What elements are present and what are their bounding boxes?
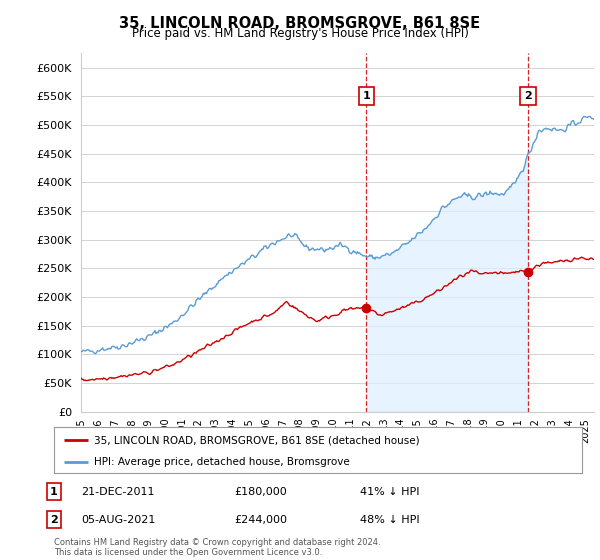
- Text: 35, LINCOLN ROAD, BROMSGROVE, B61 8SE (detached house): 35, LINCOLN ROAD, BROMSGROVE, B61 8SE (d…: [94, 435, 419, 445]
- Text: 21-DEC-2011: 21-DEC-2011: [81, 487, 155, 497]
- Text: 1: 1: [362, 91, 370, 101]
- Text: 48% ↓ HPI: 48% ↓ HPI: [360, 515, 419, 525]
- Text: 35, LINCOLN ROAD, BROMSGROVE, B61 8SE: 35, LINCOLN ROAD, BROMSGROVE, B61 8SE: [119, 16, 481, 31]
- Text: Contains HM Land Registry data © Crown copyright and database right 2024.
This d: Contains HM Land Registry data © Crown c…: [54, 538, 380, 557]
- Text: £180,000: £180,000: [234, 487, 287, 497]
- Text: 1: 1: [50, 487, 58, 497]
- Text: HPI: Average price, detached house, Bromsgrove: HPI: Average price, detached house, Brom…: [94, 457, 349, 466]
- Text: £244,000: £244,000: [234, 515, 287, 525]
- Text: 2: 2: [524, 91, 532, 101]
- Text: Price paid vs. HM Land Registry's House Price Index (HPI): Price paid vs. HM Land Registry's House …: [131, 27, 469, 40]
- Text: 2: 2: [50, 515, 58, 525]
- Text: 05-AUG-2021: 05-AUG-2021: [81, 515, 155, 525]
- Text: 41% ↓ HPI: 41% ↓ HPI: [360, 487, 419, 497]
